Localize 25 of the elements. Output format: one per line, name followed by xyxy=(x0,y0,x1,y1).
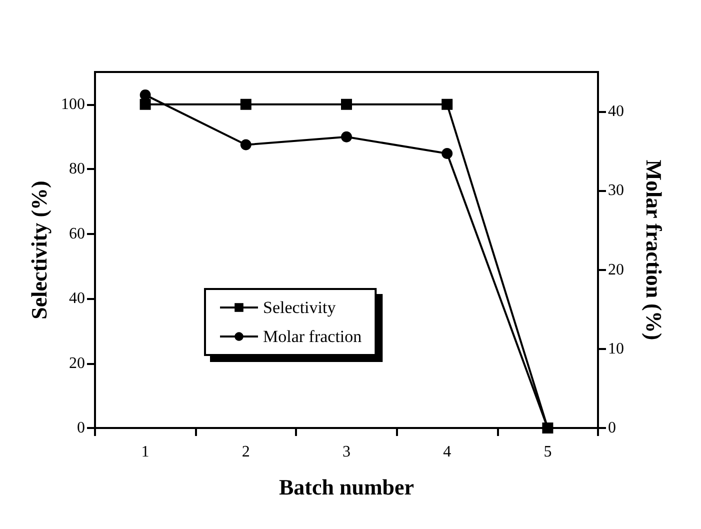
point xyxy=(341,131,352,142)
y2-tick-label: 40 xyxy=(608,103,624,120)
y2-tick-label: 0 xyxy=(608,420,616,436)
y-tick-label: 100 xyxy=(61,96,85,113)
y-tick-label: 0 xyxy=(77,420,85,436)
x-tick-label: 3 xyxy=(342,444,350,460)
y2-axis-title: Molar fraction (%) xyxy=(642,160,666,340)
x-tick-label: 2 xyxy=(242,444,250,460)
legend-label: Selectivity xyxy=(263,298,336,317)
point xyxy=(140,89,151,100)
x-tick-label: 1 xyxy=(141,444,150,460)
y-tick-label: 40 xyxy=(69,290,85,308)
y-axis-title: Selectivity (%) xyxy=(26,180,52,320)
point xyxy=(442,148,453,159)
y2-tick-label: 30 xyxy=(608,182,624,200)
y2-tick-label: 10 xyxy=(608,340,624,358)
y-tick-label: 60 xyxy=(69,225,85,242)
y2-tick-label: 20 xyxy=(608,261,624,278)
y-tick-label: 20 xyxy=(69,354,85,372)
x-tick-label: 4 xyxy=(443,444,452,460)
x-tick-label: 5 xyxy=(544,444,552,460)
x-axis-title: Batch number xyxy=(278,474,414,500)
y-tick-label: 80 xyxy=(69,160,85,178)
legend-label: Molar fraction xyxy=(263,327,362,346)
point xyxy=(240,139,252,150)
